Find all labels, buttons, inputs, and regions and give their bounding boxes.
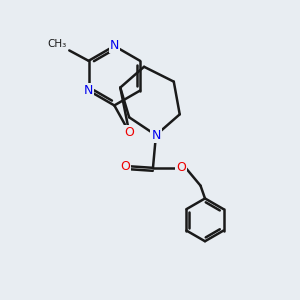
Text: O: O (124, 126, 134, 139)
Text: N: N (151, 129, 160, 142)
Text: O: O (176, 161, 186, 174)
Text: O: O (120, 160, 130, 173)
Text: CH₃: CH₃ (48, 39, 67, 49)
Text: N: N (84, 84, 93, 97)
Text: N: N (110, 40, 119, 52)
